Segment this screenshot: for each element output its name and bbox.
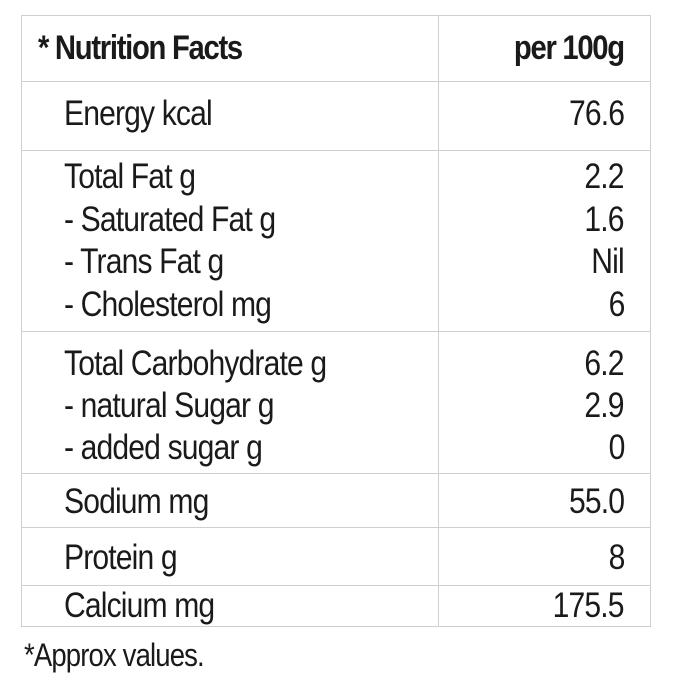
table-header-row: * Nutrition Facts per 100g bbox=[22, 16, 650, 81]
nutrient-value: 175.5 bbox=[552, 586, 625, 625]
table-row-carbohydrate: Total Carbohydrate g 6.2 - natural Sugar… bbox=[22, 331, 650, 473]
nutrient-label: Calcium mg bbox=[64, 586, 215, 625]
nutrient-label: Energy kcal bbox=[64, 94, 213, 133]
nutrient-label: - Trans Fat g bbox=[64, 242, 224, 281]
nutrient-label: Protein g bbox=[64, 538, 178, 577]
table-title: * Nutrition Facts bbox=[38, 29, 243, 67]
column-header-per-100g: per 100g bbox=[514, 29, 625, 67]
nutrient-value: 2.9 bbox=[584, 386, 625, 425]
nutrient-value: 0 bbox=[608, 428, 625, 467]
nutrient-label: - natural Sugar g bbox=[64, 386, 274, 425]
column-divider bbox=[438, 16, 439, 626]
nutrient-label: Total Fat g bbox=[64, 157, 196, 196]
table-row-sodium: Sodium mg 55.0 bbox=[22, 473, 650, 527]
nutrient-label: - added sugar g bbox=[64, 428, 263, 467]
nutrient-value: 76.6 bbox=[568, 94, 625, 133]
table-row-fat: Total Fat g 2.2 - Saturated Fat g 1.6 - … bbox=[22, 150, 650, 331]
nutrient-value: 6.2 bbox=[584, 344, 625, 383]
nutrient-label: - Cholesterol mg bbox=[64, 285, 272, 324]
nutrient-value: 8 bbox=[608, 538, 625, 577]
nutrient-label: Sodium mg bbox=[64, 482, 209, 521]
table-row-energy: Energy kcal 76.6 bbox=[22, 81, 650, 150]
nutrition-facts-table: * Nutrition Facts per 100g Energy kcal 7… bbox=[21, 15, 651, 627]
footnote: *Approx values. bbox=[24, 637, 205, 673]
nutrient-value: Nil bbox=[591, 242, 624, 281]
nutrient-label: Total Carbohydrate g bbox=[64, 344, 327, 383]
nutrient-label: - Saturated Fat g bbox=[64, 200, 276, 239]
nutrient-value: 55.0 bbox=[568, 482, 625, 521]
nutrient-value: 6 bbox=[608, 285, 625, 324]
nutrient-value: 2.2 bbox=[584, 157, 625, 196]
table-row-protein: Protein g 8 bbox=[22, 527, 650, 585]
nutrient-value: 1.6 bbox=[584, 200, 625, 239]
table-row-calcium: Calcium mg 175.5 bbox=[22, 585, 650, 626]
